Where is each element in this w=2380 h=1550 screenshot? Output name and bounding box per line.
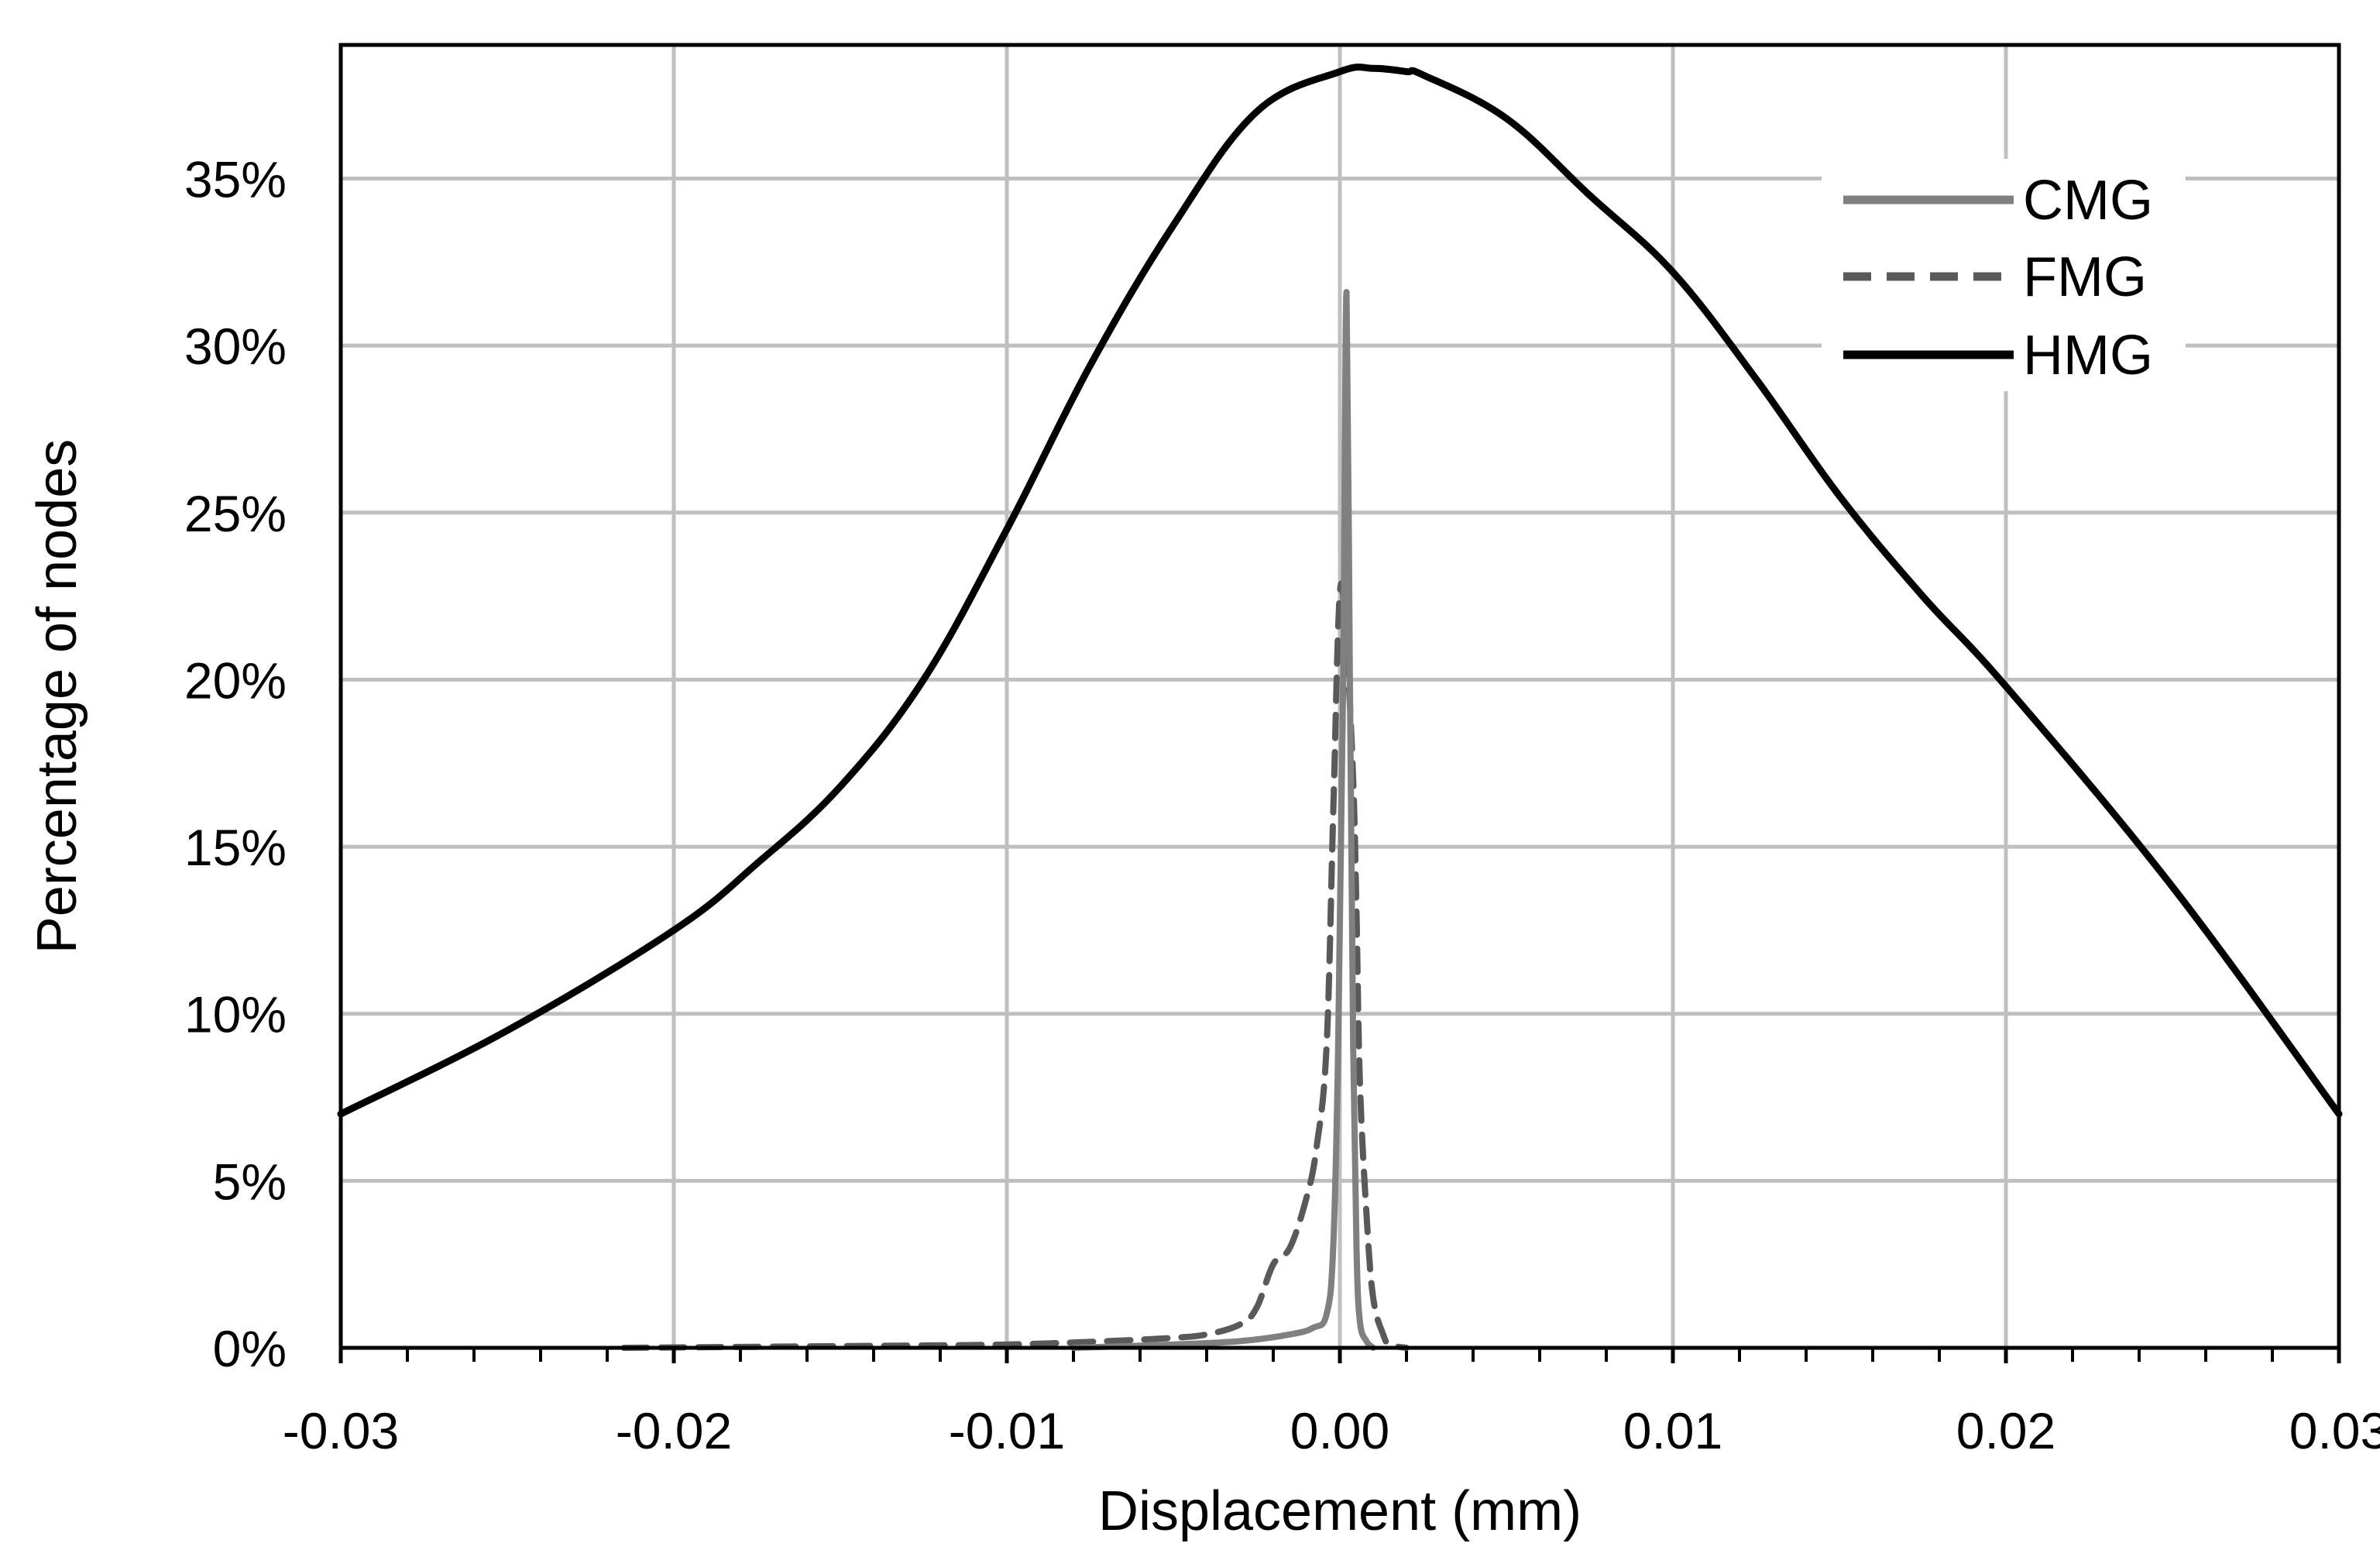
x-minor-ticks: [406, 1348, 2274, 1362]
y-tick-label: 10%: [184, 986, 287, 1043]
y-tick-label: 0%: [213, 1320, 287, 1377]
y-axis-title: Percentage of nodes: [26, 439, 88, 954]
plot-area-series: [337, 64, 2343, 1351]
y-tick-label: 35%: [184, 151, 287, 208]
legend-label-hmg: HMG: [2023, 325, 2153, 387]
legend: CMG FMG HMG: [1822, 159, 2186, 391]
legend-label-cmg: CMG: [2023, 170, 2153, 232]
x-tick-label: 0.03: [2289, 1402, 2380, 1459]
y-tick-label: 5%: [213, 1153, 287, 1210]
x-tick-label: -0.01: [949, 1402, 1065, 1459]
y-tick-label: 20%: [184, 651, 287, 709]
y-axis-ticks: 0% 5% 10% 15% 20% 25% 30% 35%: [184, 151, 287, 1377]
x-tick-label: 0.02: [1956, 1402, 2055, 1459]
x-tick-label: 0.00: [1290, 1402, 1389, 1459]
x-tick-label: 0.01: [1623, 1402, 1722, 1459]
x-axis-title: Displacement (mm): [1098, 1480, 1582, 1542]
x-axis-ticks: -0.03 -0.02 -0.01 0.00 0.01 0.02 0.03: [283, 1348, 2380, 1459]
series-line-cmg: [1070, 289, 1376, 1351]
y-tick-label: 25%: [184, 485, 287, 542]
x-tick-label: -0.03: [283, 1402, 399, 1459]
legend-label-fmg: FMG: [2023, 246, 2147, 308]
series-line-hmg: [337, 64, 2343, 1118]
x-tick-label: -0.02: [616, 1402, 732, 1459]
y-tick-label: 15%: [184, 819, 287, 876]
y-tick-label: 30%: [184, 318, 287, 375]
series-line-fmg: [620, 580, 1410, 1351]
